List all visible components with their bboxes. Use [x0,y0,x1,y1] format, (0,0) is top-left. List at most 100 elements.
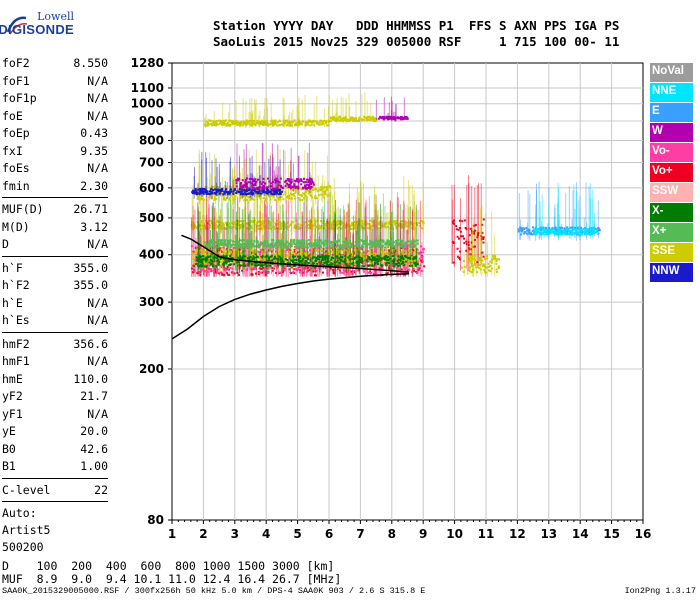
echo-point [318,123,321,126]
echo-point [383,257,386,260]
echo-point [210,187,213,190]
echo-point [217,123,219,126]
echo-point [237,121,240,124]
echo-point [226,273,229,276]
echo-point [400,220,403,223]
echo-point [230,253,233,256]
echo-point [328,185,331,188]
echo-point [310,183,313,186]
echo-point [280,196,283,198]
echo-point [252,243,255,246]
param-value: 42.6 [80,441,108,456]
echo-point [300,239,303,242]
echo-point [194,255,197,258]
echo-point [254,187,257,190]
echo-point [330,240,332,243]
echo-point [302,271,305,274]
echo-point [224,269,227,272]
echo-point [263,197,266,200]
echo-point [247,196,250,199]
echo-point [225,123,228,126]
echo-point [325,252,328,255]
echo-point [289,246,292,249]
echo-point [384,253,387,256]
echo-point [294,191,297,194]
param-separator [2,501,108,505]
echo-point [327,255,330,258]
echo-point [318,226,321,229]
echo-point [242,120,245,123]
echo-point [398,224,401,227]
echo-point [287,183,290,186]
echo-point [228,274,231,276]
echo-point [353,224,356,227]
param-value: N/A [87,73,108,88]
echo-point [273,253,276,256]
echo-point [218,272,221,275]
echo-point [328,253,331,256]
echo-point [370,246,373,249]
echo-point [321,122,324,125]
echo-point [380,251,383,254]
echo-point [390,264,393,267]
echo-point [230,260,233,262]
echo-point [232,121,235,124]
echo-point [285,179,287,182]
echo-point [254,192,257,195]
echo-point [243,191,246,193]
echo-point [269,255,272,258]
echo-point [273,190,276,193]
echo-point [397,265,400,268]
echo-point [387,259,390,261]
param-row: foEp 0.43 [2,125,108,143]
echo-point [232,240,234,243]
echo-point [200,255,203,258]
echo-point [416,272,418,275]
echo-point [237,179,240,182]
echo-point [309,191,312,194]
echo-point [259,253,261,256]
echo-point [316,262,319,265]
echo-point [193,269,196,272]
echo-point [225,119,228,122]
echo-point [282,186,285,189]
echo-point [201,262,204,265]
echo-point [195,188,198,191]
echo-point [311,257,314,260]
echo-point [283,243,285,245]
echo-point [224,243,227,245]
echo-point [367,264,370,267]
echo-point [258,251,261,254]
echo-point [381,264,384,267]
echo-point [286,124,289,126]
echo-point [374,262,377,265]
echo-point [201,188,204,191]
echo-point [404,255,407,257]
echo-point [369,258,371,261]
logo-line1: Lowell [37,10,74,23]
echo-point [306,122,309,125]
echo-point [196,250,198,253]
echo-point [397,255,400,258]
echo-point [410,242,413,245]
param-row: C-level 22 [2,482,108,500]
echo-point [363,265,366,268]
echo-point [299,121,302,124]
echo-point [249,255,252,258]
echo-point [320,193,323,196]
echo-point [346,271,349,274]
echo-point [214,123,217,126]
echo-point [224,253,226,256]
echo-point [323,262,326,265]
echo-point [298,193,301,196]
echo-point [309,188,312,191]
x-tick-label: 16 [635,527,652,541]
y-tick-label: 200 [139,362,164,376]
param-name: hmF1 [2,354,30,368]
echo-point [201,260,204,263]
echo-point [247,189,250,191]
echo-point [304,122,307,125]
echo-point [350,243,353,246]
echo-point [216,272,219,275]
echo-point [308,220,310,223]
